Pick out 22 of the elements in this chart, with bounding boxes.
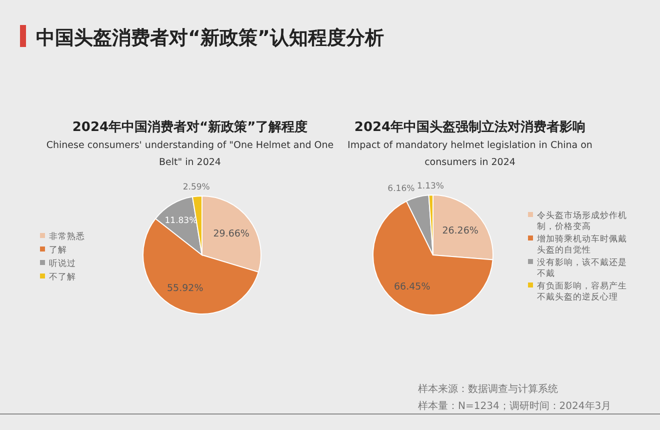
data-label: 66.45% [394,281,430,292]
legend-label: 没有影响，该不戴还是不戴 [537,257,627,279]
chart-title: 2024年中国消费者对“新政策”了解程度 [72,119,308,135]
data-label: 1.13% [417,182,444,192]
data-label: 55.92% [167,282,204,294]
data-label: 26.26% [442,225,478,236]
chart-subtitle: Chinese consumers' understanding of "One Helmet and One Belt" in 2024 [46,140,334,168]
chart-title: 2024年中国头盔强制立法对消费者影响 [354,119,586,135]
chart-subtitle: Impact of mandatory helmet legislation in China on consumers in 2024 [348,140,592,168]
legend-label: 不了解 [49,272,76,282]
legend-label: 增加骑乘机动车时佩戴头盔的自觉性 [536,234,627,256]
data-label: 6.16% [388,184,415,194]
legend-label: 非常熟悉 [49,231,85,242]
text: 样本来源：数据调查与计算系统 [418,383,558,395]
text: 中国头盔消费者对“新政策”认知程度分析 [36,27,384,49]
legend-label: 听说过 [49,258,76,269]
text: 样本量：N=1234；调研时间：2024年3月 [418,400,612,412]
legend-label: 了解 [49,244,67,256]
legend-label: 令头盔市场形成炒作机制，价格变高 [537,210,627,232]
data-label: 2.59% [182,182,210,193]
data-label: 29.66% [213,228,250,240]
legend-label: 有负面影响，容易产生不戴头盔的逆反心理 [537,280,627,302]
